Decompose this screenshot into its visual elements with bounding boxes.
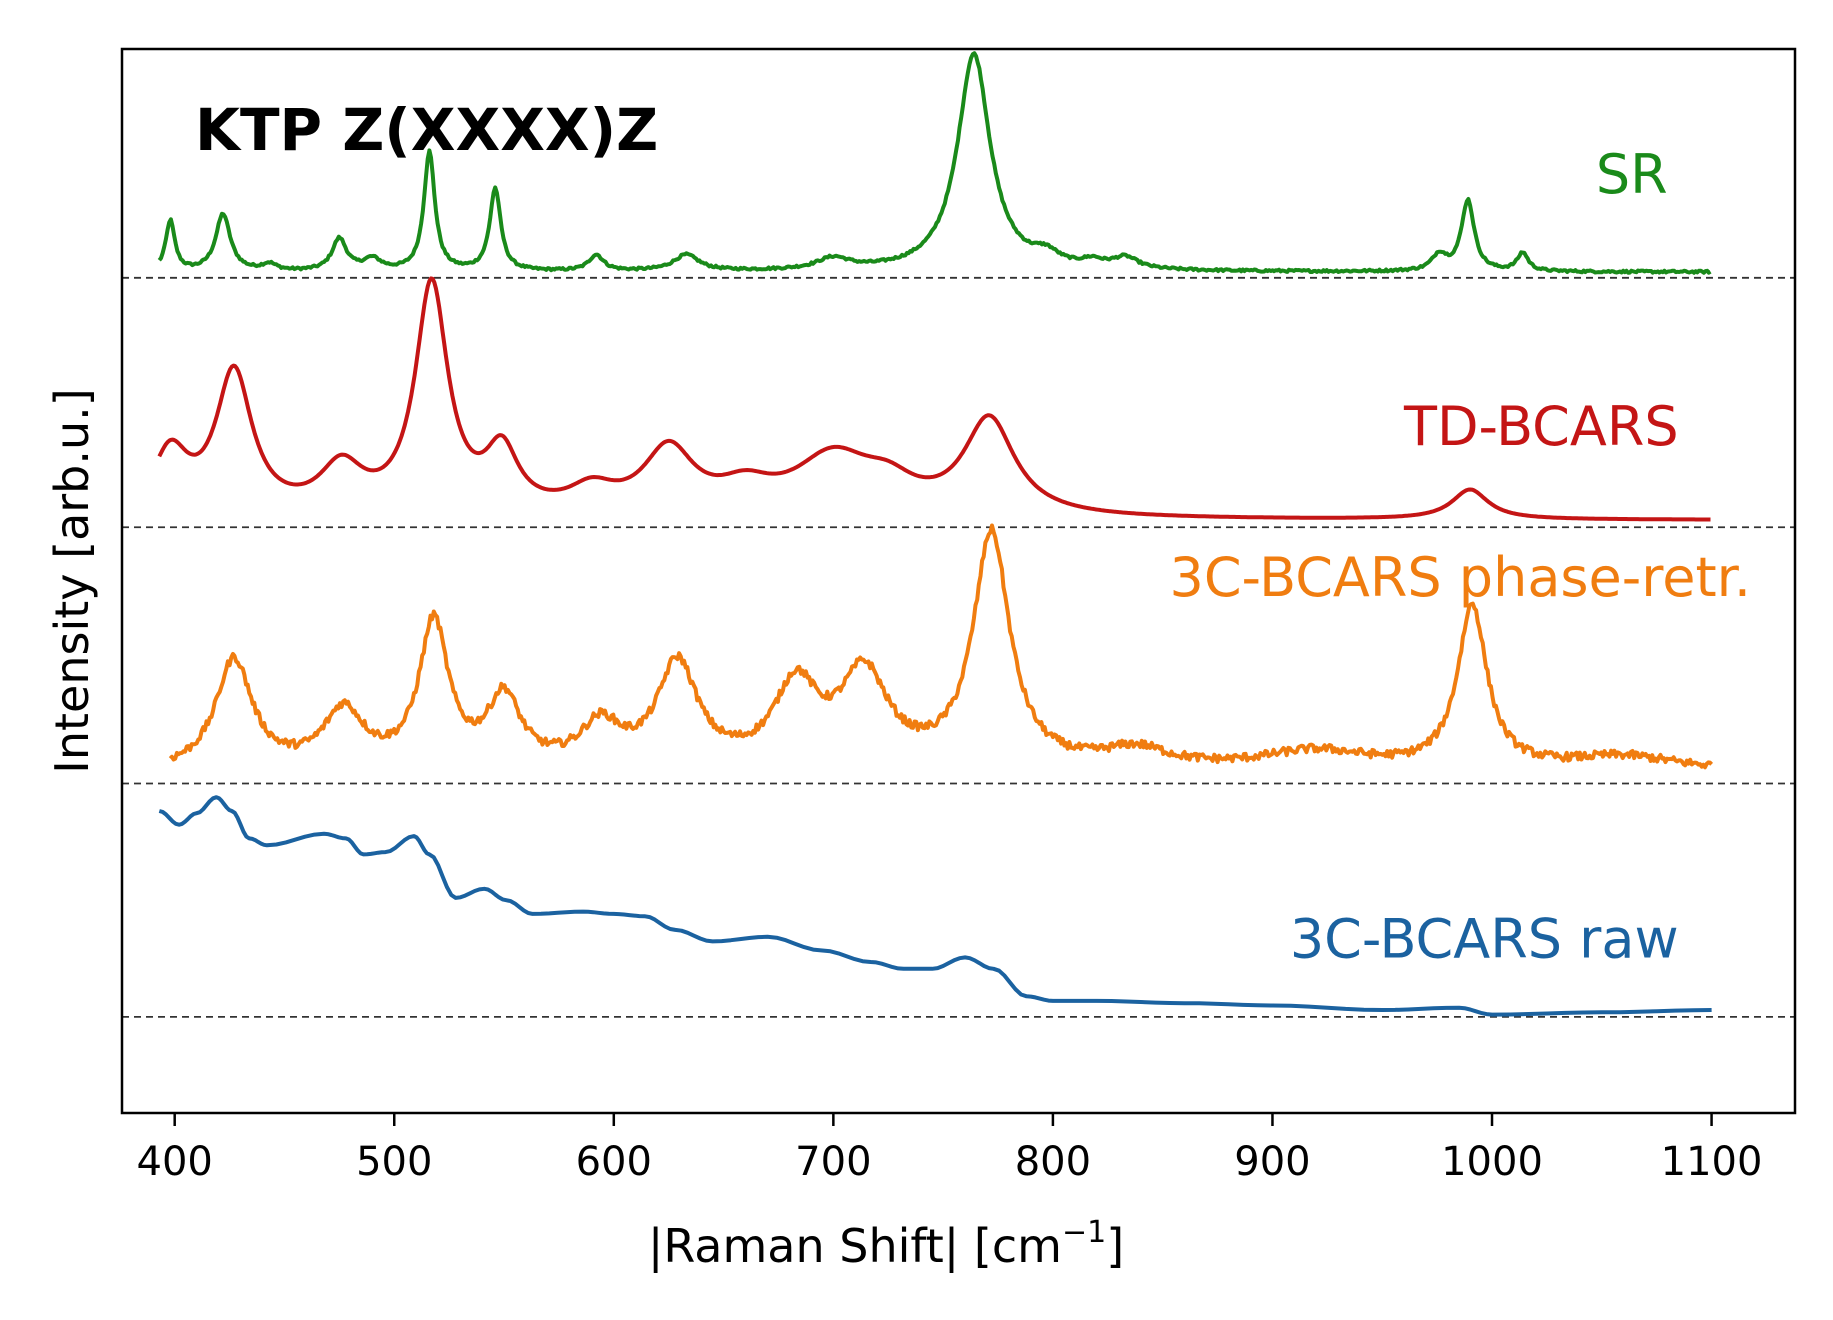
plot-frame — [120, 47, 1797, 1115]
spectra-traces — [157, 51, 1714, 1017]
trace-3c-bcars-phase-retr — [168, 523, 1714, 770]
series-labels: SR TD-BCARS 3C-BCARS phase-retr. 3C-BCARS r… — [1169, 143, 1751, 970]
dashed-baselines — [122, 276, 1795, 1018]
x-tick-label-700: 700 — [795, 1139, 871, 1185]
trace-sr — [157, 51, 1712, 275]
x-tick-label-900: 900 — [1234, 1139, 1310, 1185]
x-axis-label-close: ] — [1106, 1219, 1124, 1273]
x-tick-label-400: 400 — [137, 1139, 213, 1185]
x-axis-label-superscript: −1 — [1062, 1215, 1106, 1250]
x-tick-label-800: 800 — [1015, 1139, 1091, 1185]
trace-3c-bcars-raw — [158, 795, 1712, 1017]
series-label-3c-bcars-phase-retr: 3C-BCARS phase-retr. — [1169, 546, 1751, 609]
x-tick-label-600: 600 — [576, 1139, 652, 1185]
x-tick-label-500: 500 — [356, 1139, 432, 1185]
y-axis-label: Intensity [arb.u.] — [45, 388, 99, 773]
series-label-td-bcars: TD-BCARS — [1403, 395, 1679, 458]
x-axis-label: |Raman Shift| [cm−1] — [648, 1215, 1124, 1274]
series-label-sr: SR — [1596, 143, 1668, 206]
series-label-3c-bcars-raw: 3C-BCARS raw — [1290, 907, 1679, 970]
x-axis-label-main: |Raman Shift| [cm — [648, 1219, 1062, 1274]
x-axis-ticks: 400 500 600 700 800 900 1000 1100 — [137, 1113, 1763, 1185]
x-tick-label-1000: 1000 — [1441, 1139, 1543, 1185]
chart-title: KTP Z(XXXX)Z — [195, 96, 658, 164]
x-tick-label-1100: 1100 — [1661, 1139, 1763, 1185]
trace-td-bcars — [157, 276, 1711, 522]
